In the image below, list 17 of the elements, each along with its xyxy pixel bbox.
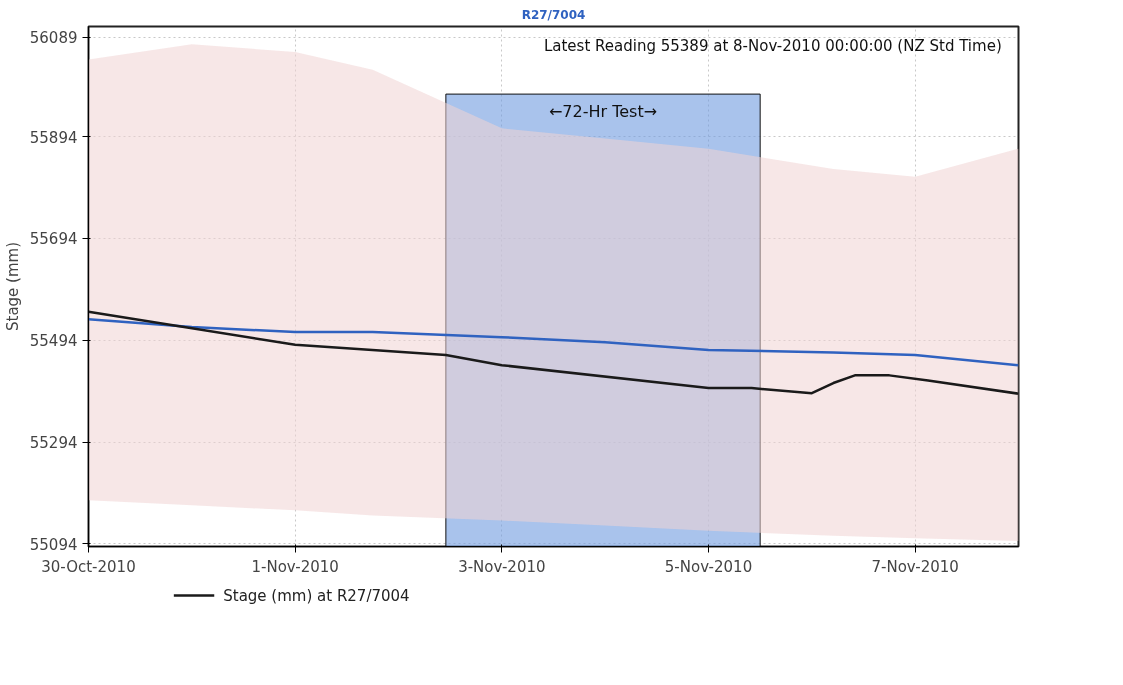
y-tick-label: 55294	[29, 434, 78, 453]
y-tick-label: 55494	[29, 332, 78, 351]
y-tick-label: 55694	[29, 230, 78, 249]
y-axis-title: Stage (mm)	[3, 241, 22, 332]
x-tick-label: 3-Nov-2010	[458, 557, 546, 576]
y-tick-label: 55094	[29, 535, 78, 554]
legend-label: Stage (mm) at R27/7004	[223, 586, 410, 605]
band-label: ←72-Hr Test→	[548, 102, 658, 122]
annotation: Latest Reading 55389 at 8-Nov-2010 00:00:00 (NZ Std Time)	[543, 36, 1002, 55]
y-tick-label: 55894	[29, 128, 78, 147]
y-tick-label: 56089	[29, 29, 78, 48]
chart-title: R27/7004	[521, 7, 586, 22]
x-tick-label: 1-Nov-2010	[251, 557, 339, 576]
line-series	[88, 318, 1019, 367]
x-tick-label: 5-Nov-2010	[664, 557, 753, 576]
x-tick-label: 30-Oct-2010	[41, 557, 136, 576]
x-tick-label: 7-Nov-2010	[871, 557, 959, 576]
